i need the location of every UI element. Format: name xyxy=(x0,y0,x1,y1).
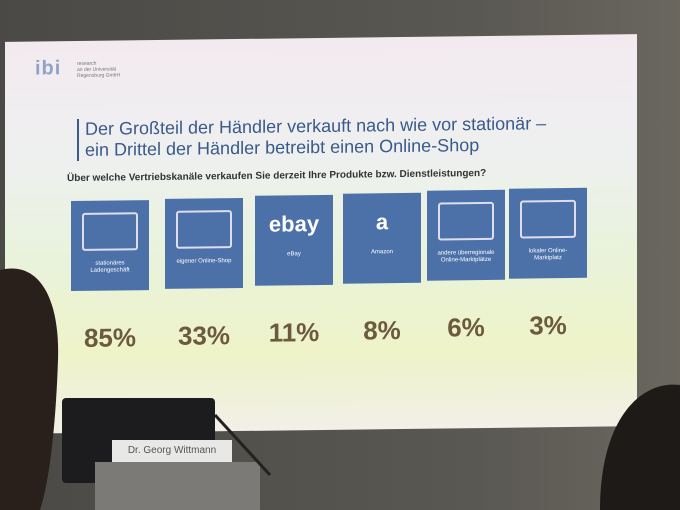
lectern xyxy=(95,462,260,510)
microphone xyxy=(213,413,272,477)
nameplate: Dr. Georg Wittmann xyxy=(112,440,232,462)
head-right xyxy=(600,384,680,510)
head-left xyxy=(0,268,59,510)
